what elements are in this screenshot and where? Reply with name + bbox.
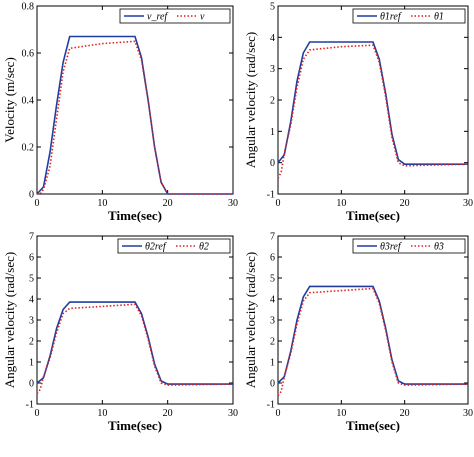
y-tick-label: 4 bbox=[270, 295, 275, 306]
legend-box bbox=[352, 8, 466, 24]
y-tick-label: 2 bbox=[270, 337, 275, 348]
legend-entry: v_ref bbox=[147, 12, 168, 23]
y-tick-label: -1 bbox=[267, 400, 275, 411]
y-tick-label: 2 bbox=[29, 337, 34, 348]
y-tick-label: 3 bbox=[270, 316, 275, 327]
y-tick-label: 3 bbox=[29, 316, 34, 327]
y-tick-label: 1 bbox=[29, 358, 34, 369]
y-tick-label: 7 bbox=[270, 232, 275, 243]
y-tick-label: 1 bbox=[270, 358, 275, 369]
plot-area bbox=[36, 5, 234, 195]
y-tick-label: 2 bbox=[270, 96, 275, 107]
legend-entry: θ̇2ref bbox=[145, 242, 167, 253]
legend-box bbox=[119, 8, 231, 24]
legend: θ̇1ref θ̇1 bbox=[352, 8, 466, 24]
x-axis-label: Time(sec) bbox=[346, 418, 400, 433]
legend: θ̇3ref θ̇3 bbox=[352, 238, 466, 254]
y-tick-label: 3 bbox=[270, 64, 275, 75]
x-tick-label: 20 bbox=[400, 198, 410, 209]
legend-entry: v bbox=[200, 12, 205, 23]
x-tick-label: 20 bbox=[163, 408, 173, 419]
series-line-actual bbox=[277, 287, 469, 397]
y-tick-label: 5 bbox=[270, 2, 275, 13]
y-tick-label: 0 bbox=[29, 190, 34, 201]
x-tick-label: 10 bbox=[97, 408, 107, 419]
y-axis-label: Angular velocity (rad/sec) bbox=[243, 252, 258, 388]
y-tick-label: 0.6 bbox=[22, 49, 35, 60]
plot-area bbox=[277, 5, 469, 195]
x-tick-label: 0 bbox=[276, 198, 281, 209]
y-tick-label: -1 bbox=[267, 190, 275, 201]
y-tick-label: 0 bbox=[270, 379, 275, 390]
series-line-reference bbox=[36, 35, 233, 195]
legend: v_ref v bbox=[119, 8, 231, 24]
legend: θ̇2ref θ̇2 bbox=[117, 238, 231, 254]
series-line-actual bbox=[277, 44, 469, 179]
x-tick-label: 0 bbox=[35, 408, 40, 419]
legend-entry: θ̇1 bbox=[434, 12, 444, 23]
series-line-actual bbox=[36, 303, 234, 394]
y-tick-label: 6 bbox=[270, 253, 275, 264]
y-tick-label: 0.4 bbox=[22, 96, 35, 107]
y-tick-label: 0 bbox=[270, 158, 275, 169]
x-tick-label: 30 bbox=[228, 198, 238, 209]
legend-box bbox=[117, 238, 231, 254]
y-tick-label: 0.8 bbox=[22, 2, 35, 13]
x-tick-label: 30 bbox=[463, 198, 473, 209]
y-tick-label: 1 bbox=[270, 127, 275, 138]
x-tick-label: 0 bbox=[35, 198, 40, 209]
y-tick-label: 7 bbox=[29, 232, 34, 243]
y-axis-label: Velocity (m/sec) bbox=[2, 57, 17, 143]
x-axis-label: Time(sec) bbox=[108, 208, 162, 223]
legend-entry: θ̇2 bbox=[199, 242, 209, 253]
series-line-reference bbox=[36, 301, 233, 385]
x-tick-label: 10 bbox=[336, 198, 346, 209]
x-tick-label: 10 bbox=[97, 198, 107, 209]
y-tick-label: 0 bbox=[29, 379, 34, 390]
plot-area bbox=[277, 235, 469, 405]
legend-entry: θ̇3ref bbox=[380, 242, 402, 253]
y-tick-label: 0.2 bbox=[22, 143, 35, 154]
y-tick-label: 6 bbox=[29, 253, 34, 264]
y-axis-label: Angular velocity (rad/sec) bbox=[243, 32, 258, 168]
y-axis-label: Angular velocity (rad/sec) bbox=[2, 252, 17, 388]
legend-entry: θ̇1ref bbox=[380, 12, 402, 23]
x-axis-label: Time(sec) bbox=[108, 418, 162, 433]
x-tick-label: 30 bbox=[228, 408, 238, 419]
legend-entry: θ̇3 bbox=[434, 242, 444, 253]
y-tick-label: 4 bbox=[29, 295, 34, 306]
legend-box bbox=[352, 238, 466, 254]
y-tick-label: -1 bbox=[26, 400, 34, 411]
y-tick-label: 5 bbox=[270, 274, 275, 285]
chart-panel-1: 0 10 20 30 0 0.2 0.4 0.6 0.8 Time(sec) Velocity (m… bbox=[2, 2, 238, 224]
series-line-reference bbox=[277, 41, 468, 165]
x-tick-label: 10 bbox=[336, 408, 346, 419]
x-tick-label: 20 bbox=[163, 198, 173, 209]
y-tick-label: 5 bbox=[29, 274, 34, 285]
x-tick-label: 20 bbox=[400, 408, 410, 419]
plot-area bbox=[36, 235, 234, 405]
series-line-actual bbox=[37, 40, 233, 195]
y-tick-label: 4 bbox=[270, 33, 275, 44]
x-axis-label: Time(sec) bbox=[346, 208, 400, 223]
x-tick-label: 30 bbox=[463, 408, 473, 419]
x-tick-label: 0 bbox=[276, 408, 281, 419]
